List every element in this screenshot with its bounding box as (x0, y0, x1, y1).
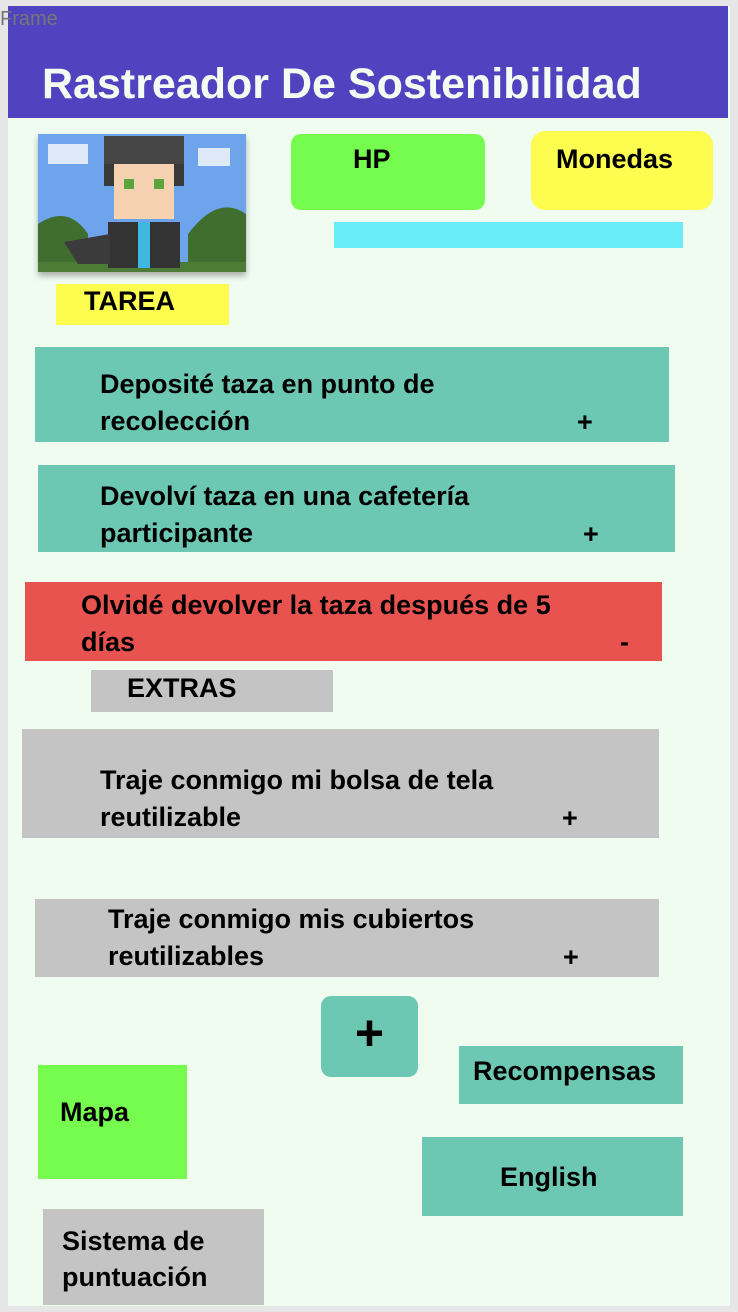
task-item-negative[interactable]: Olvidé devolver la taza después de 5 días… (25, 582, 662, 661)
task-item[interactable]: Deposité taza en punto de recolección + (35, 347, 669, 442)
extras-section-label: EXTRAS (91, 670, 333, 712)
add-points-button[interactable]: + (562, 803, 578, 833)
task-text: Devolví taza en una cafetería participant… (100, 481, 470, 548)
task-item[interactable]: Devolví taza en una cafetería participant… (38, 465, 675, 552)
scoring-system-button[interactable]: Sistema de puntuación (43, 1209, 264, 1305)
scoring-label: Sistema de (62, 1226, 205, 1256)
extra-item[interactable]: Traje conmigo mis cubiertos reutilizables… (35, 899, 659, 977)
extra-text: Traje conmigo mi bolsa de tela reutilizab… (100, 765, 494, 832)
extra-text: Traje conmigo mis cubiertos reutilizables (108, 904, 475, 971)
map-button[interactable]: Mapa (38, 1065, 187, 1179)
pixel-character-avatar-icon (38, 134, 246, 272)
rewards-button[interactable]: Recompensas (459, 1046, 683, 1104)
add-points-button[interactable]: + (577, 407, 593, 437)
avatar-image (38, 134, 246, 272)
subtract-points-button[interactable]: - (620, 627, 629, 657)
coins-panel: Monedas (531, 131, 713, 210)
header-bar (8, 6, 728, 118)
page-title: Rastreador De Sostenibilidad (42, 60, 642, 108)
hp-progress-bar (334, 222, 683, 248)
add-points-button[interactable]: + (583, 519, 599, 549)
frame-label: Frame (0, 8, 58, 30)
english-language-button[interactable]: English (422, 1137, 683, 1216)
add-task-button[interactable]: + (321, 996, 418, 1077)
tasks-section-label: TAREA (56, 284, 229, 325)
scoring-label: puntuación (62, 1262, 208, 1292)
hp-panel: HP (291, 134, 485, 210)
task-text: Olvidé devolver la taza después de 5 días (81, 590, 551, 657)
add-points-button[interactable]: + (563, 942, 579, 972)
task-text: Deposité taza en punto de recolección (100, 369, 435, 436)
extra-item[interactable]: Traje conmigo mi bolsa de tela reutilizab… (22, 729, 659, 838)
